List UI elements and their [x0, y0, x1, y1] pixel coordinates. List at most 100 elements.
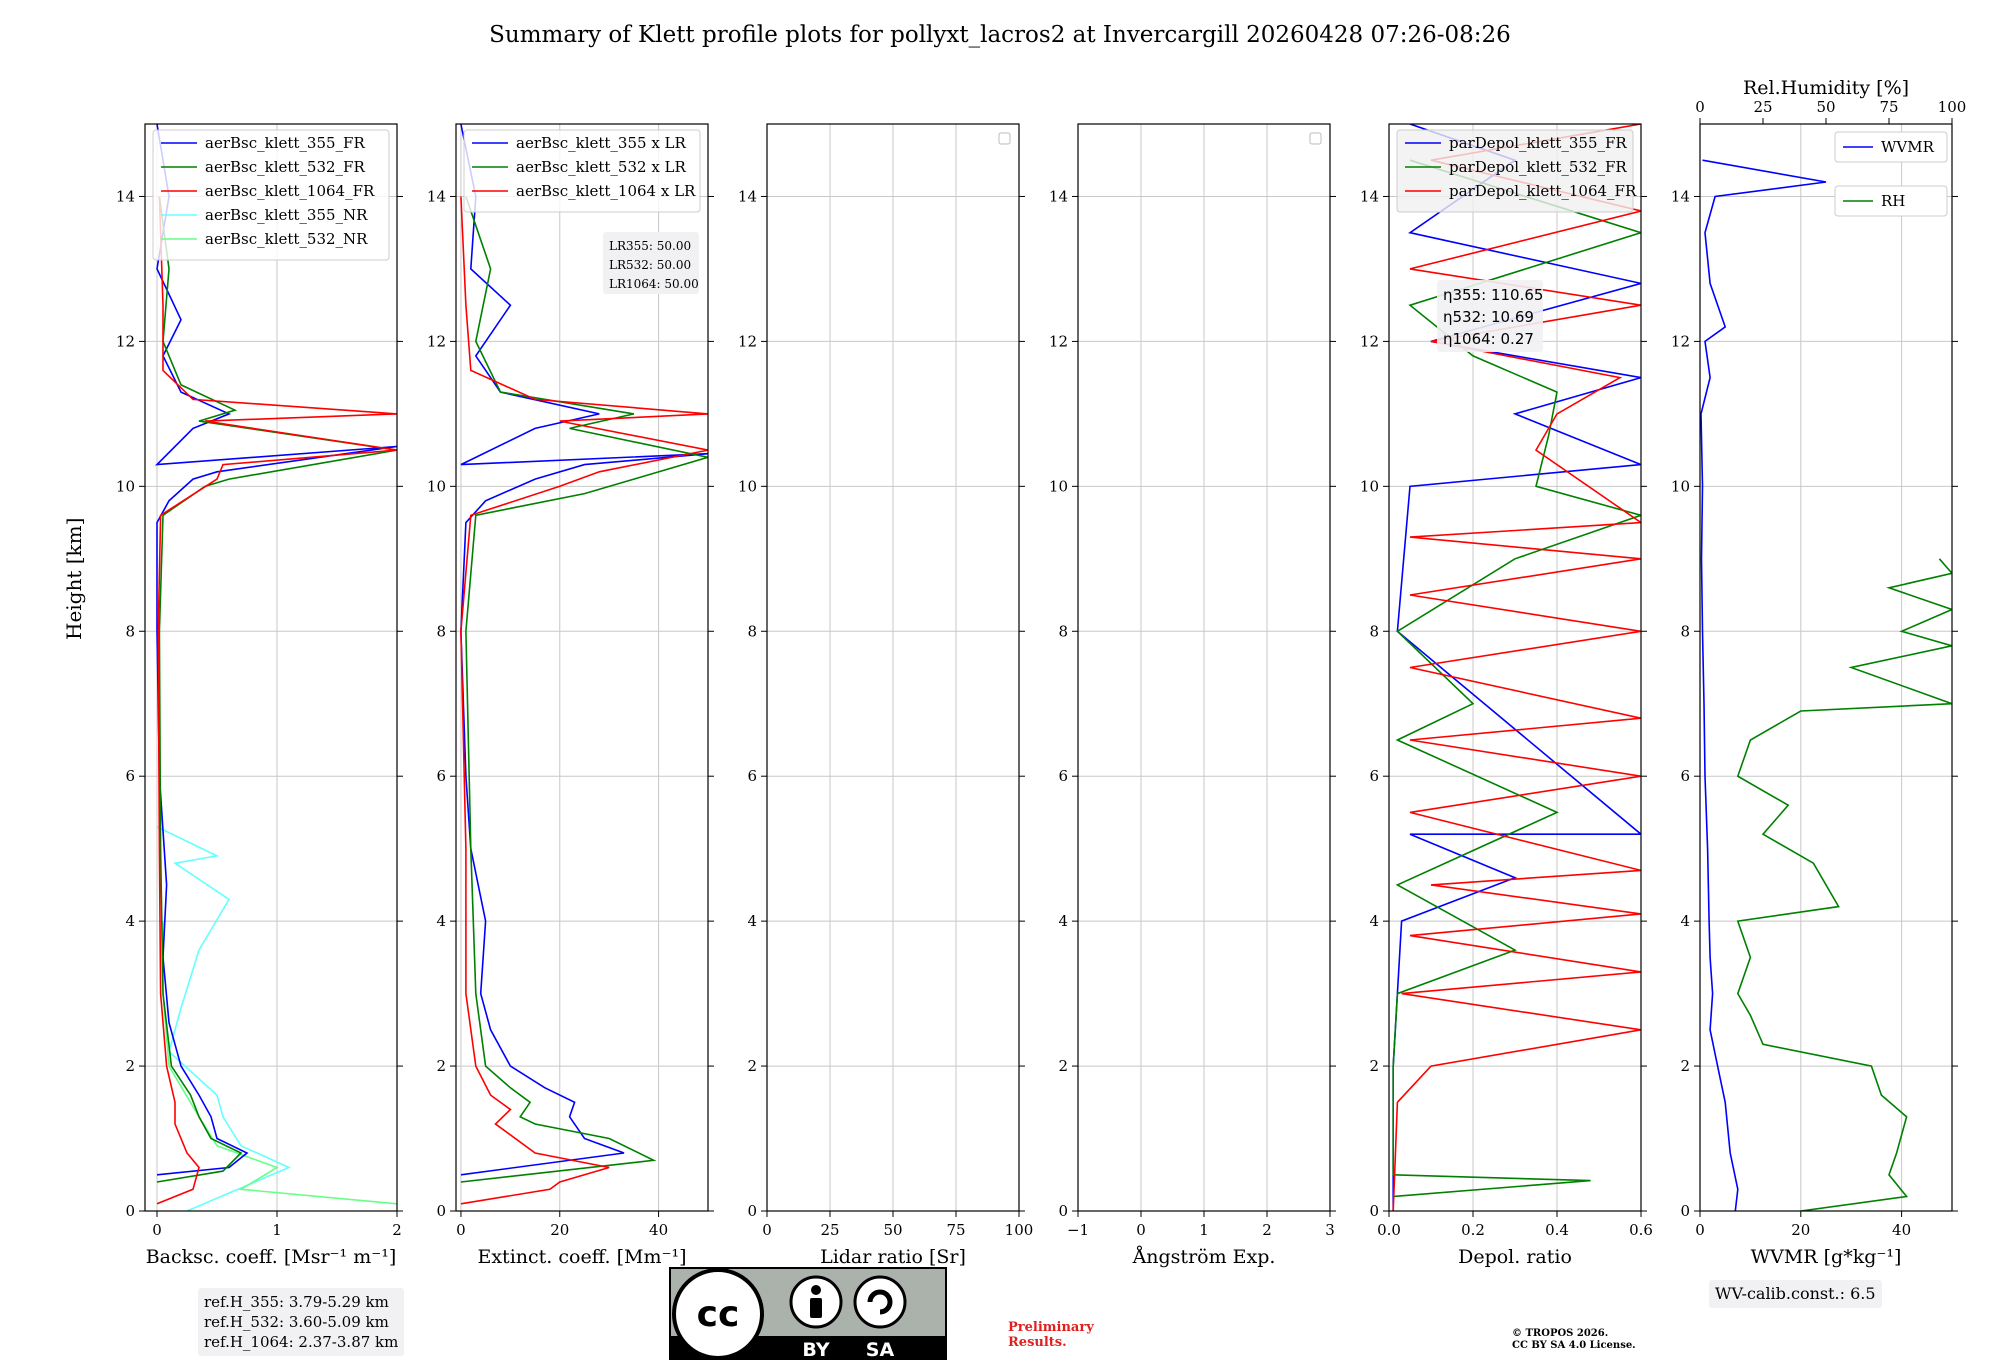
top-x-tick-label: 50 [1816, 98, 1835, 116]
y-tick-label: 8 [125, 622, 135, 640]
x-tick-label: 0.6 [1629, 1221, 1653, 1239]
legend-label: aerBsc_klett_355 x LR [516, 134, 687, 152]
ref-height-1064: ref.H_1064: 2.37-3.87 km [204, 1333, 399, 1351]
series-group [1700, 159, 1952, 1211]
legend-label: RH [1881, 192, 1905, 210]
by-label: BY [802, 1339, 829, 1360]
series-line-aerBsc_klett_532_FR [156, 196, 397, 1183]
x-tick-label: 1 [1199, 1221, 1209, 1239]
y-tick-label: 4 [1369, 912, 1379, 930]
x-tick-label: 0.2 [1461, 1221, 1485, 1239]
series-group [460, 124, 708, 1205]
figure-title: Summary of Klett profile plots for polly… [489, 22, 1511, 48]
y-tick-label: 8 [1680, 622, 1690, 640]
ref-height-532: ref.H_532: 3.60-5.09 km [204, 1313, 389, 1331]
series-line-aerBsc_klett_355 x LR [460, 124, 708, 1176]
x-tick-label: 40 [1892, 1221, 1911, 1239]
axes-frame [1699, 123, 1953, 1212]
y-tick-label: 14 [738, 187, 757, 205]
legend-label: aerBsc_klett_1064_FR [205, 182, 375, 200]
y-tick-label: 12 [1049, 332, 1068, 350]
legend-label: aerBsc_klett_1064 x LR [516, 182, 696, 200]
legend-box [1396, 129, 1634, 213]
lidar-ratio-text: LR532: 50.00 [609, 258, 691, 272]
legend-box [463, 129, 701, 213]
copyright-line-1: © TROPOS 2026. [1512, 1328, 1609, 1339]
x-tick-label: −1 [1067, 1221, 1089, 1239]
y-tick-label: 6 [436, 767, 446, 785]
y-tick-label: 8 [1058, 622, 1068, 640]
ref-height-355: ref.H_355: 3.79-5.29 km [204, 1293, 389, 1311]
y-tick-label: 2 [747, 1057, 757, 1075]
eta-text: η532: 10.69 [1443, 308, 1534, 326]
x-tick-label: 0 [152, 1221, 162, 1239]
y-tick-label: 4 [125, 912, 135, 930]
x-axis-label: Backsc. coeff. [Msr⁻¹ m⁻¹] [146, 1246, 397, 1268]
series-line-aerBsc_klett_532 x LR [460, 196, 708, 1183]
x-axis-label: WVMR [g*kg⁻¹] [1751, 1246, 1902, 1268]
legend-label: aerBsc_klett_355_FR [205, 134, 365, 152]
y-tick-label: 12 [738, 332, 757, 350]
legend-label: WVMR [1881, 138, 1935, 156]
y-tick-label: 0 [1058, 1202, 1068, 1220]
y-tick-label: 8 [1369, 622, 1379, 640]
y-tick-label: 6 [1680, 767, 1690, 785]
y-tick-label: 4 [1058, 912, 1068, 930]
by-person-body [810, 1298, 822, 1318]
preliminary-line-2: Results. [1008, 1335, 1067, 1350]
cc-license-badge: cc BY SA [669, 1267, 947, 1360]
x-tick-label: 25 [820, 1221, 839, 1239]
y-tick-label: 12 [116, 332, 135, 350]
y-tick-label: 14 [116, 187, 135, 205]
sa-label: SA [866, 1339, 895, 1360]
legend-box [152, 129, 390, 261]
y-tick-label: 14 [1049, 187, 1068, 205]
y-tick-label: 8 [436, 622, 446, 640]
y-tick-label: 10 [116, 477, 135, 495]
x-tick-label: 50 [883, 1221, 902, 1239]
x-tick-label: 0.0 [1377, 1221, 1401, 1239]
series-line-aerBsc_klett_355_FR [154, 124, 397, 1176]
panel-3: 0 25 50 75 100 0 2 4 6 8 10 12 14 Lidar ratio [Sr] [738, 123, 1033, 1268]
y-tick-label: 0 [436, 1202, 446, 1220]
legend-label: parDepol_klett_1064_FR [1449, 182, 1637, 200]
legend-label: aerBsc_klett_532 x LR [516, 158, 687, 176]
y-tick-label: 12 [427, 332, 446, 350]
legend-box [1834, 131, 1948, 163]
y-tick-label: 0 [1369, 1202, 1379, 1220]
top-x-axis-label: Rel.Humidity [%] [1743, 77, 1909, 99]
x-axis-label: Lidar ratio [Sr] [820, 1246, 966, 1268]
x-tick-label: 2 [392, 1221, 402, 1239]
lidar-ratio-box [603, 232, 699, 294]
x-tick-label: 0 [456, 1221, 466, 1239]
series-line-aerBsc_klett_1064 x LR [460, 196, 708, 1205]
series-line-parDepol_klett_355_FR [1392, 124, 1641, 1211]
legend-box [1834, 185, 1948, 217]
y-tick-label: 2 [1680, 1057, 1690, 1075]
cc-circle-icon [672, 1268, 764, 1360]
x-tick-label: 2 [1262, 1221, 1272, 1239]
axes-frame [455, 123, 709, 1212]
axes-frame [1388, 123, 1642, 1212]
x-tick-label: 40 [649, 1221, 668, 1239]
x-tick-label: 0 [762, 1221, 772, 1239]
y-tick-label: 14 [1360, 187, 1379, 205]
lidar-ratio-text: LR355: 50.00 [609, 239, 691, 253]
panel-5: 0.0 0.2 0.4 0.6 0 2 4 6 8 10 12 14 Depol. ratio parDe… [1360, 123, 1653, 1268]
empty-legend-box [998, 132, 1011, 145]
y-tick-label: 6 [1369, 767, 1379, 785]
y-tick-label: 10 [1671, 477, 1690, 495]
x-tick-label: 75 [946, 1221, 965, 1239]
y-tick-label: 6 [125, 767, 135, 785]
legend-label: aerBsc_klett_532_NR [205, 230, 368, 248]
y-tick-label: 2 [125, 1057, 135, 1075]
y-tick-label: 2 [436, 1057, 446, 1075]
x-axis-label: Extinct. coeff. [Mm⁻¹] [477, 1246, 686, 1268]
legend-label: parDepol_klett_532_FR [1449, 158, 1627, 176]
legend-label: aerBsc_klett_532_FR [205, 158, 365, 176]
copyright-note: © TROPOS 2026. CC BY SA 4.0 License. [1512, 1328, 1636, 1352]
y-tick-label: 4 [436, 912, 446, 930]
top-x-tick-label: 25 [1753, 98, 1772, 116]
